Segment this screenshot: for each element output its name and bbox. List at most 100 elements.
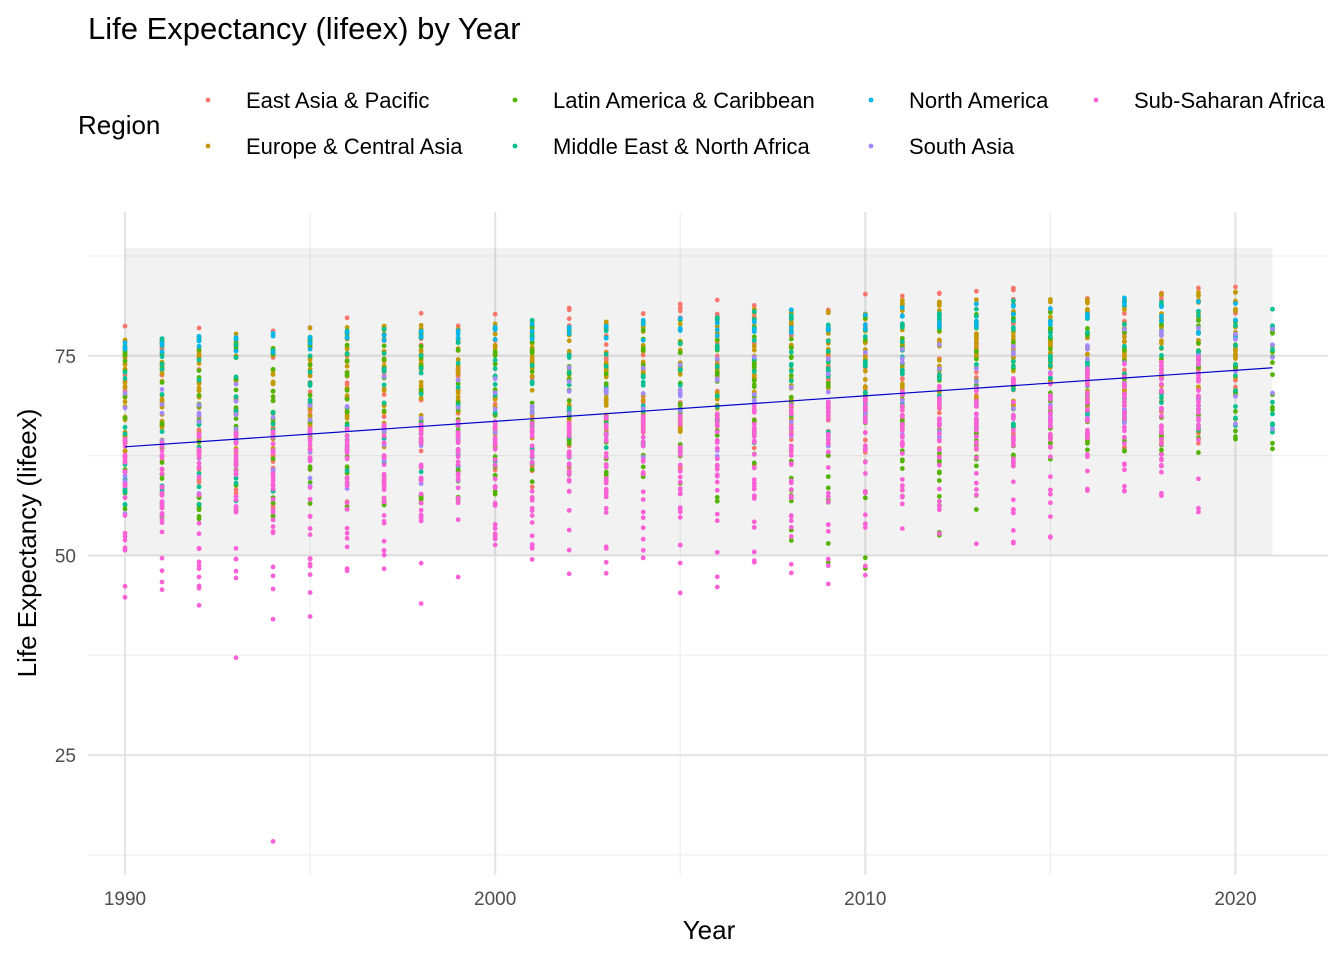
data-point (1010, 359, 1016, 364)
data-point (307, 403, 313, 408)
data-point (122, 502, 128, 507)
data-point (640, 374, 646, 380)
data-point (122, 415, 128, 421)
data-point (1010, 528, 1016, 533)
data-point (418, 310, 424, 316)
data-point (862, 437, 868, 443)
chart-title: Life Expectancy (lifeex) by Year (88, 11, 521, 46)
data-point (122, 489, 128, 495)
data-point (529, 520, 535, 525)
data-point (751, 493, 757, 499)
data-point (344, 507, 350, 512)
data-point (825, 494, 831, 500)
data-point (1085, 486, 1090, 492)
data-point (751, 302, 757, 308)
data-point (1047, 535, 1053, 540)
data-point (492, 311, 498, 317)
data-point (1270, 347, 1275, 353)
data-point (1233, 388, 1238, 394)
data-point (159, 387, 165, 392)
data-point (899, 346, 905, 352)
data-point (122, 375, 128, 381)
data-point (196, 502, 202, 507)
data-point (603, 335, 609, 341)
data-point (677, 371, 683, 377)
data-point (455, 574, 461, 580)
data-point (788, 345, 794, 351)
data-point (714, 549, 720, 555)
data-point (788, 307, 794, 313)
data-point (1122, 321, 1127, 327)
data-point (344, 468, 350, 474)
data-point (1085, 400, 1090, 406)
data-point (122, 362, 128, 367)
data-point (1196, 313, 1201, 319)
data-point (973, 369, 979, 375)
data-point (270, 486, 276, 492)
data-point (1085, 326, 1090, 331)
data-point (640, 555, 646, 561)
data-point (640, 457, 646, 463)
data-point (381, 518, 387, 524)
data-point (751, 439, 757, 445)
data-point (196, 377, 202, 383)
data-point (603, 486, 609, 492)
data-point (677, 468, 683, 474)
data-point (603, 469, 609, 475)
data-point (751, 338, 757, 343)
data-point (677, 418, 683, 423)
data-point (270, 379, 276, 385)
data-point (1010, 287, 1016, 293)
data-point (270, 586, 276, 592)
data-point (973, 434, 979, 439)
data-point (122, 454, 128, 460)
data-point (714, 311, 720, 317)
data-point (455, 384, 461, 390)
data-point (751, 451, 757, 457)
data-point (751, 559, 757, 565)
data-point (196, 347, 202, 352)
data-point (788, 336, 794, 342)
data-point (1010, 325, 1016, 330)
data-point (1010, 311, 1016, 317)
data-point (677, 350, 683, 356)
data-point (1159, 447, 1164, 453)
data-point (159, 397, 165, 403)
data-point (825, 563, 831, 569)
data-point (529, 328, 535, 334)
data-point (1159, 395, 1164, 400)
data-point (566, 477, 572, 483)
legend-entry-label: East Asia & Pacific (246, 88, 429, 113)
data-point (1010, 416, 1016, 422)
legend-key (512, 97, 518, 103)
data-point (603, 371, 609, 377)
data-point (603, 505, 609, 511)
data-point (751, 319, 757, 325)
data-point (344, 330, 350, 335)
data-point (122, 537, 128, 543)
data-point (1010, 318, 1016, 324)
data-point (862, 403, 868, 409)
data-point (788, 448, 794, 454)
data-point (1047, 500, 1053, 506)
data-point (270, 456, 276, 462)
data-point (1047, 346, 1053, 352)
data-point (1010, 497, 1016, 503)
data-point (1047, 440, 1053, 446)
data-point (159, 343, 165, 348)
data-point (196, 471, 202, 476)
data-point (566, 331, 572, 337)
data-point (1047, 330, 1053, 336)
data-point (233, 335, 239, 341)
data-point (159, 429, 165, 435)
data-point (677, 305, 683, 311)
data-point (825, 348, 831, 354)
data-point (344, 335, 350, 341)
data-point (973, 323, 979, 328)
data-point (862, 512, 868, 518)
points-layer (122, 284, 1275, 844)
data-point (270, 429, 276, 434)
data-point (1196, 509, 1201, 515)
data-point (899, 441, 905, 447)
data-point (566, 507, 572, 513)
